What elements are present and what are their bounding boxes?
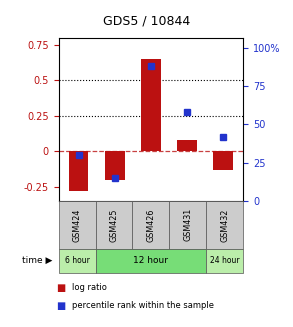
Text: GSM425: GSM425 — [110, 208, 118, 242]
Text: GDS5 / 10844: GDS5 / 10844 — [103, 15, 190, 28]
Text: percentile rank within the sample: percentile rank within the sample — [72, 301, 214, 310]
Bar — [177, 140, 197, 151]
Text: 6 hour: 6 hour — [65, 256, 89, 265]
Bar — [213, 151, 233, 170]
Text: 24 hour: 24 hour — [210, 256, 240, 265]
Text: ■: ■ — [56, 283, 65, 293]
Bar — [69, 151, 88, 191]
Bar — [105, 151, 125, 180]
Text: ■: ■ — [56, 301, 65, 311]
Text: GSM431: GSM431 — [183, 208, 192, 241]
Text: GSM426: GSM426 — [146, 208, 155, 242]
Text: GSM424: GSM424 — [73, 208, 81, 242]
Bar — [141, 59, 161, 151]
Text: GSM432: GSM432 — [220, 208, 229, 242]
Text: 12 hour: 12 hour — [133, 256, 168, 265]
Text: time ▶: time ▶ — [22, 256, 53, 265]
Text: log ratio: log ratio — [72, 283, 107, 292]
